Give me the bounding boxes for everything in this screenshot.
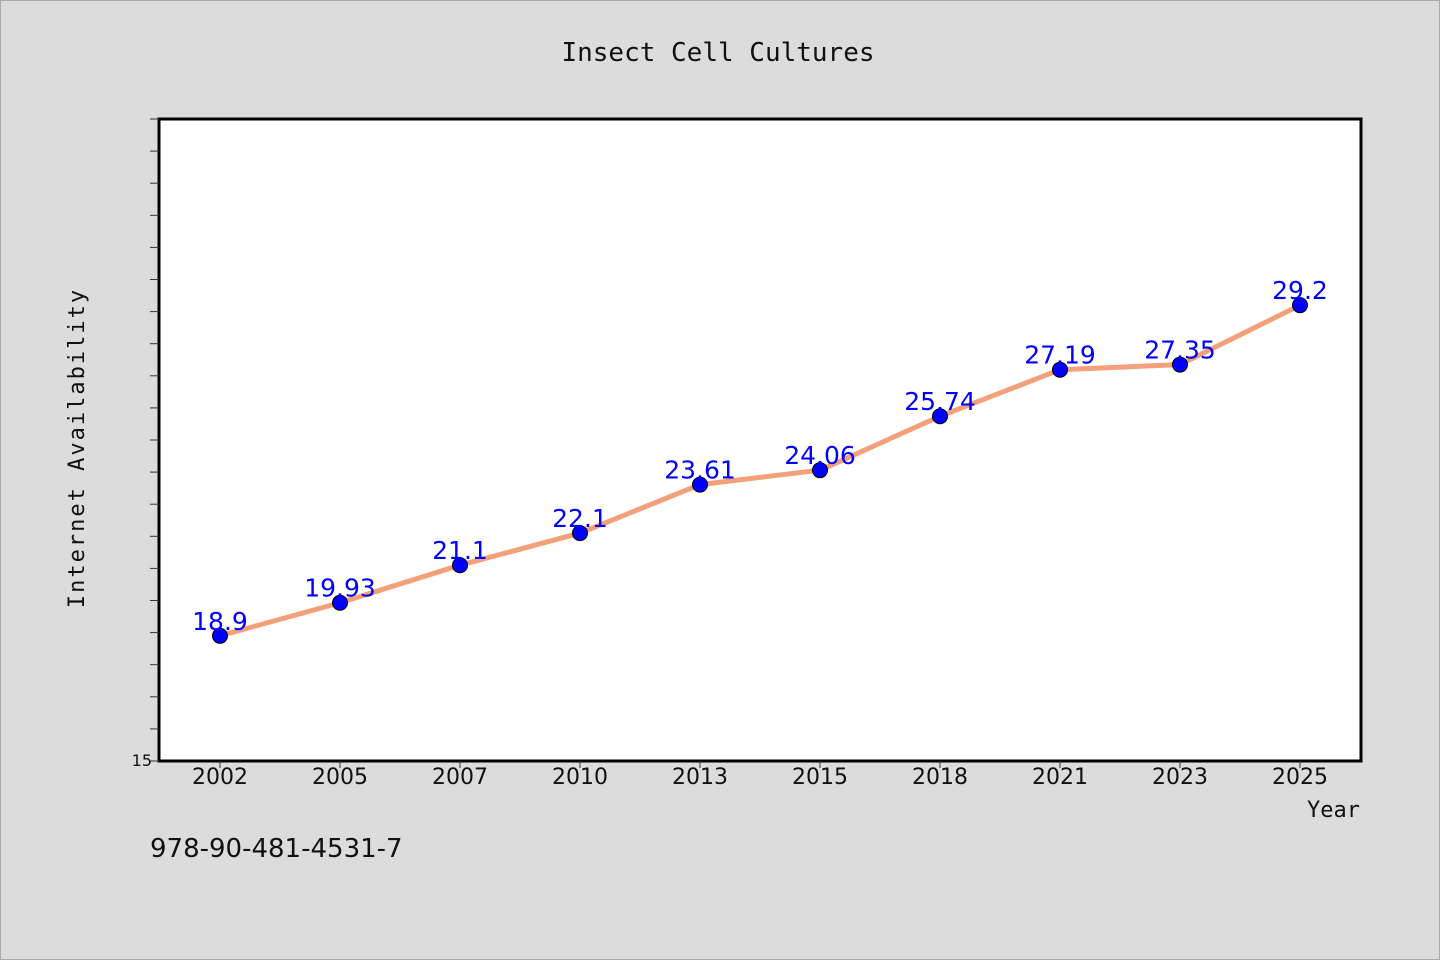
x-tick-label: 2018 (912, 765, 968, 790)
x-axis-ticks: 2002 2005 2007 2010 2013 2015 2018 2021 2023 2025 (192, 761, 1328, 790)
data-label: 27.19 (1024, 341, 1096, 370)
data-label: 24.06 (784, 441, 856, 470)
x-tick-label: 2010 (552, 765, 608, 790)
data-point (452, 557, 468, 574)
x-tick-label: 2021 (1032, 765, 1088, 790)
data-label: 22.1 (552, 504, 608, 533)
data-point (1172, 356, 1188, 373)
data-point (212, 627, 228, 644)
data-label: 27.35 (1144, 336, 1216, 365)
footer-code: 978-90-481-4531-7 (150, 834, 403, 864)
data-label: 18.9 (192, 607, 248, 636)
data-labels: 18.9 19.93 21.1 22.1 23.61 24.06 25.74 27.19 27.… (192, 276, 1328, 636)
chart-title: Insect Cell Cultures (561, 38, 874, 68)
x-tick-label: 2023 (1152, 765, 1208, 790)
x-tick-label: 2005 (312, 765, 368, 790)
data-label: 23.61 (664, 456, 736, 485)
data-point (692, 476, 708, 493)
data-label: 19.93 (304, 574, 376, 603)
data-point (572, 525, 588, 542)
y-axis-label: Internet Availability (65, 288, 90, 608)
x-tick-label: 2025 (1272, 765, 1328, 790)
x-tick-label: 2013 (672, 765, 728, 790)
x-tick-label: 2007 (432, 765, 488, 790)
data-label: 29.2 (1272, 276, 1328, 305)
data-points (212, 297, 1308, 644)
x-tick-label: 2002 (192, 765, 248, 790)
data-label: 21.1 (432, 536, 488, 565)
y-axis-ticks (150, 118, 159, 762)
data-point (812, 462, 828, 479)
data-label: 25.74 (904, 387, 976, 416)
series-line (217, 302, 1303, 639)
data-point (932, 408, 948, 425)
x-axis-label: Year (1307, 798, 1360, 823)
data-point (1292, 297, 1308, 314)
plot-area (157, 117, 1363, 763)
data-point (332, 594, 348, 611)
y-tick-label: 15 (132, 751, 152, 770)
data-point (1052, 361, 1068, 378)
x-tick-label: 2015 (792, 765, 848, 790)
